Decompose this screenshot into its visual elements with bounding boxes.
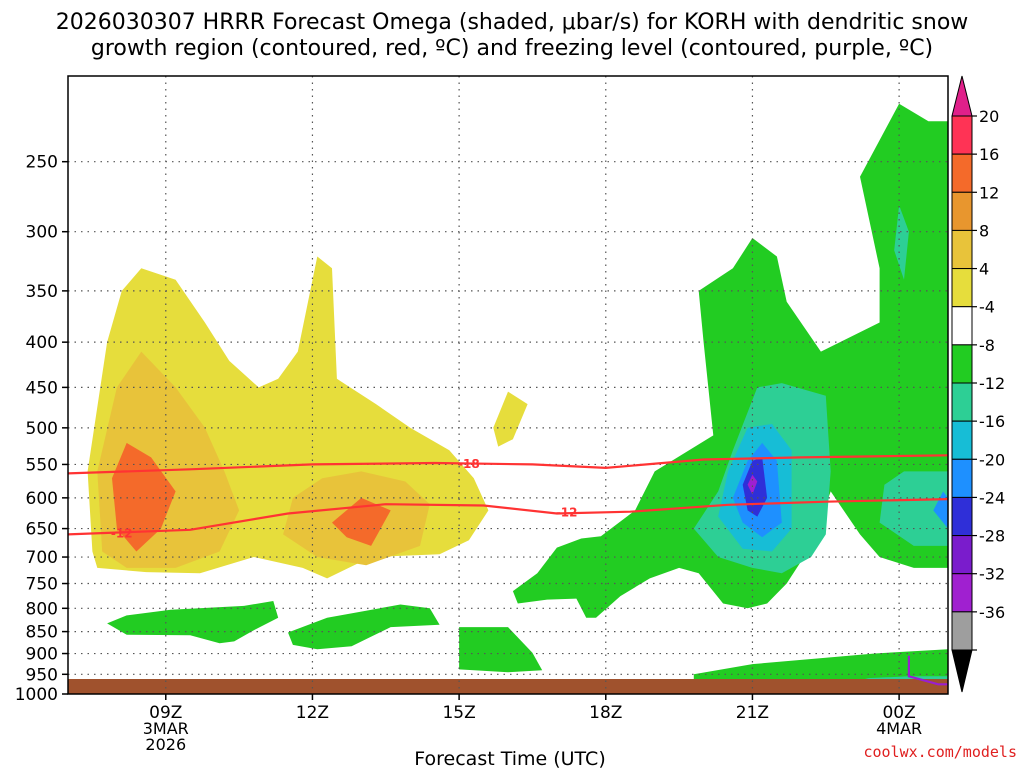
- x-tick-label-21Z-1: 21Z: [736, 703, 769, 723]
- y-tick-label-900: 900: [26, 645, 58, 665]
- colorbar-swatch-4: [951, 268, 973, 308]
- colorbar: 20 16 12 8 4 -4 -8 -12 -16 -20 -24 -28 -32 -36: [951, 75, 1005, 693]
- y-tick-label-550: 550: [26, 455, 58, 475]
- colorbar-label-5: -4: [979, 298, 995, 317]
- x-tick-label-15Z-1: 15Z: [442, 703, 475, 723]
- colorbar-swatch-2: [951, 191, 973, 231]
- plot-frame: [67, 75, 949, 695]
- credit-link[interactable]: coolwx.com/models: [863, 743, 1017, 761]
- y-tick-label-700: 700: [26, 548, 58, 568]
- y-tick-label-500: 500: [26, 419, 58, 439]
- colorbar-top-arrow: [951, 75, 973, 117]
- colorbar-label-9: -20: [979, 450, 1005, 469]
- colorbar-label-13: -36: [979, 603, 1005, 622]
- omega-region-1: [493, 391, 528, 447]
- contour-label-1: -12: [111, 527, 133, 541]
- omega-region-17: [933, 491, 948, 529]
- x-tick-label-12Z-1: 12Z: [296, 703, 329, 723]
- chart-title-line-2: growth region (contoured, red, ºC) and f…: [91, 36, 933, 61]
- colorbar-label-4: 4: [979, 260, 989, 279]
- colorbar-label-6: -8: [979, 336, 995, 355]
- y-tick-label-850: 850: [26, 623, 58, 643]
- y-tick-label-400: 400: [26, 333, 58, 353]
- omega-region-10: [512, 103, 948, 618]
- colorbar-label-7: -12: [979, 374, 1005, 393]
- x-tick-label-09Z-1: 09Z: [149, 703, 182, 723]
- colorbar-swatch-11: [951, 535, 973, 575]
- y-tick-label-350: 350: [26, 282, 58, 302]
- omega-region-19: [747, 474, 758, 495]
- colorbar-swatch-5: [951, 306, 973, 346]
- x-tick-label-00Z-2: 4MAR: [876, 719, 922, 738]
- omega-region-13: [894, 205, 909, 280]
- contour-label-2: -12: [556, 506, 578, 520]
- contour-line-0: [67, 454, 949, 475]
- gridlines: [68, 76, 948, 694]
- y-tick-label-600: 600: [26, 489, 58, 509]
- chart-title-line-1: 2026030307 HRRR Forecast Omega (shaded, …: [56, 10, 969, 35]
- y-tick-label-450: 450: [26, 378, 58, 398]
- colorbar-label-12: -32: [979, 565, 1005, 584]
- colorbar-swatch-10: [951, 496, 973, 537]
- y-tick-label-950: 950: [26, 665, 58, 685]
- colorbar-swatch-8: [951, 420, 973, 460]
- colorbar-swatch-13: [951, 611, 973, 651]
- contour-line-2: [907, 655, 948, 686]
- colorbar-swatch-1: [951, 153, 973, 193]
- colorbar-swatch-6: [951, 344, 973, 384]
- colorbar-label-0: 20: [979, 107, 999, 126]
- omega-shaded-regions: [87, 103, 948, 691]
- colorbar-bottom-arrow: [951, 649, 973, 693]
- contour-lines: -18 -12 -12: [67, 454, 949, 686]
- colorbar-swatch-3: [951, 229, 973, 270]
- colorbar-swatch-9: [951, 458, 973, 498]
- contour-line-1: [67, 498, 949, 536]
- omega-region-9: [459, 627, 543, 673]
- y-tick-label-300: 300: [26, 223, 58, 243]
- colorbar-label-1: 16: [979, 145, 999, 164]
- omega-region-5: [332, 497, 391, 546]
- colorbar-label-11: -28: [979, 527, 1005, 546]
- colorbar-swatch-12: [951, 573, 973, 613]
- x-tick-label-09Z-2: 3MAR: [143, 719, 189, 738]
- x-tick-label-18Z-1: 18Z: [589, 703, 622, 723]
- y-tick-label-800: 800: [26, 599, 58, 619]
- colorbar-label-3: 8: [979, 221, 989, 240]
- omega-region-7: [107, 601, 279, 644]
- y-tick-label-650: 650: [26, 520, 58, 540]
- colorbar-swatch-0: [951, 115, 973, 155]
- y-tick-label-750: 750: [26, 575, 58, 595]
- y-tick-label-250: 250: [26, 153, 58, 173]
- x-tick-label-09Z-3: 2026: [145, 735, 186, 754]
- colorbar-label-2: 12: [979, 183, 999, 202]
- terrain-band: [68, 679, 948, 694]
- y-tick-label-1000: 1000: [15, 685, 58, 705]
- x-axis-label: Forecast Time (UTC): [414, 748, 605, 768]
- y-axis: 2503003504004505005506006507007508008509…: [15, 153, 68, 705]
- x-tick-label-00Z-1: 00Z: [882, 703, 915, 723]
- omega-region-12: [879, 471, 948, 546]
- contour-label-0: -18: [458, 457, 480, 471]
- colorbar-label-10: -24: [979, 488, 1005, 507]
- colorbar-swatch-7: [951, 382, 973, 422]
- omega-region-8: [288, 604, 440, 650]
- colorbar-label-8: -16: [979, 412, 1005, 431]
